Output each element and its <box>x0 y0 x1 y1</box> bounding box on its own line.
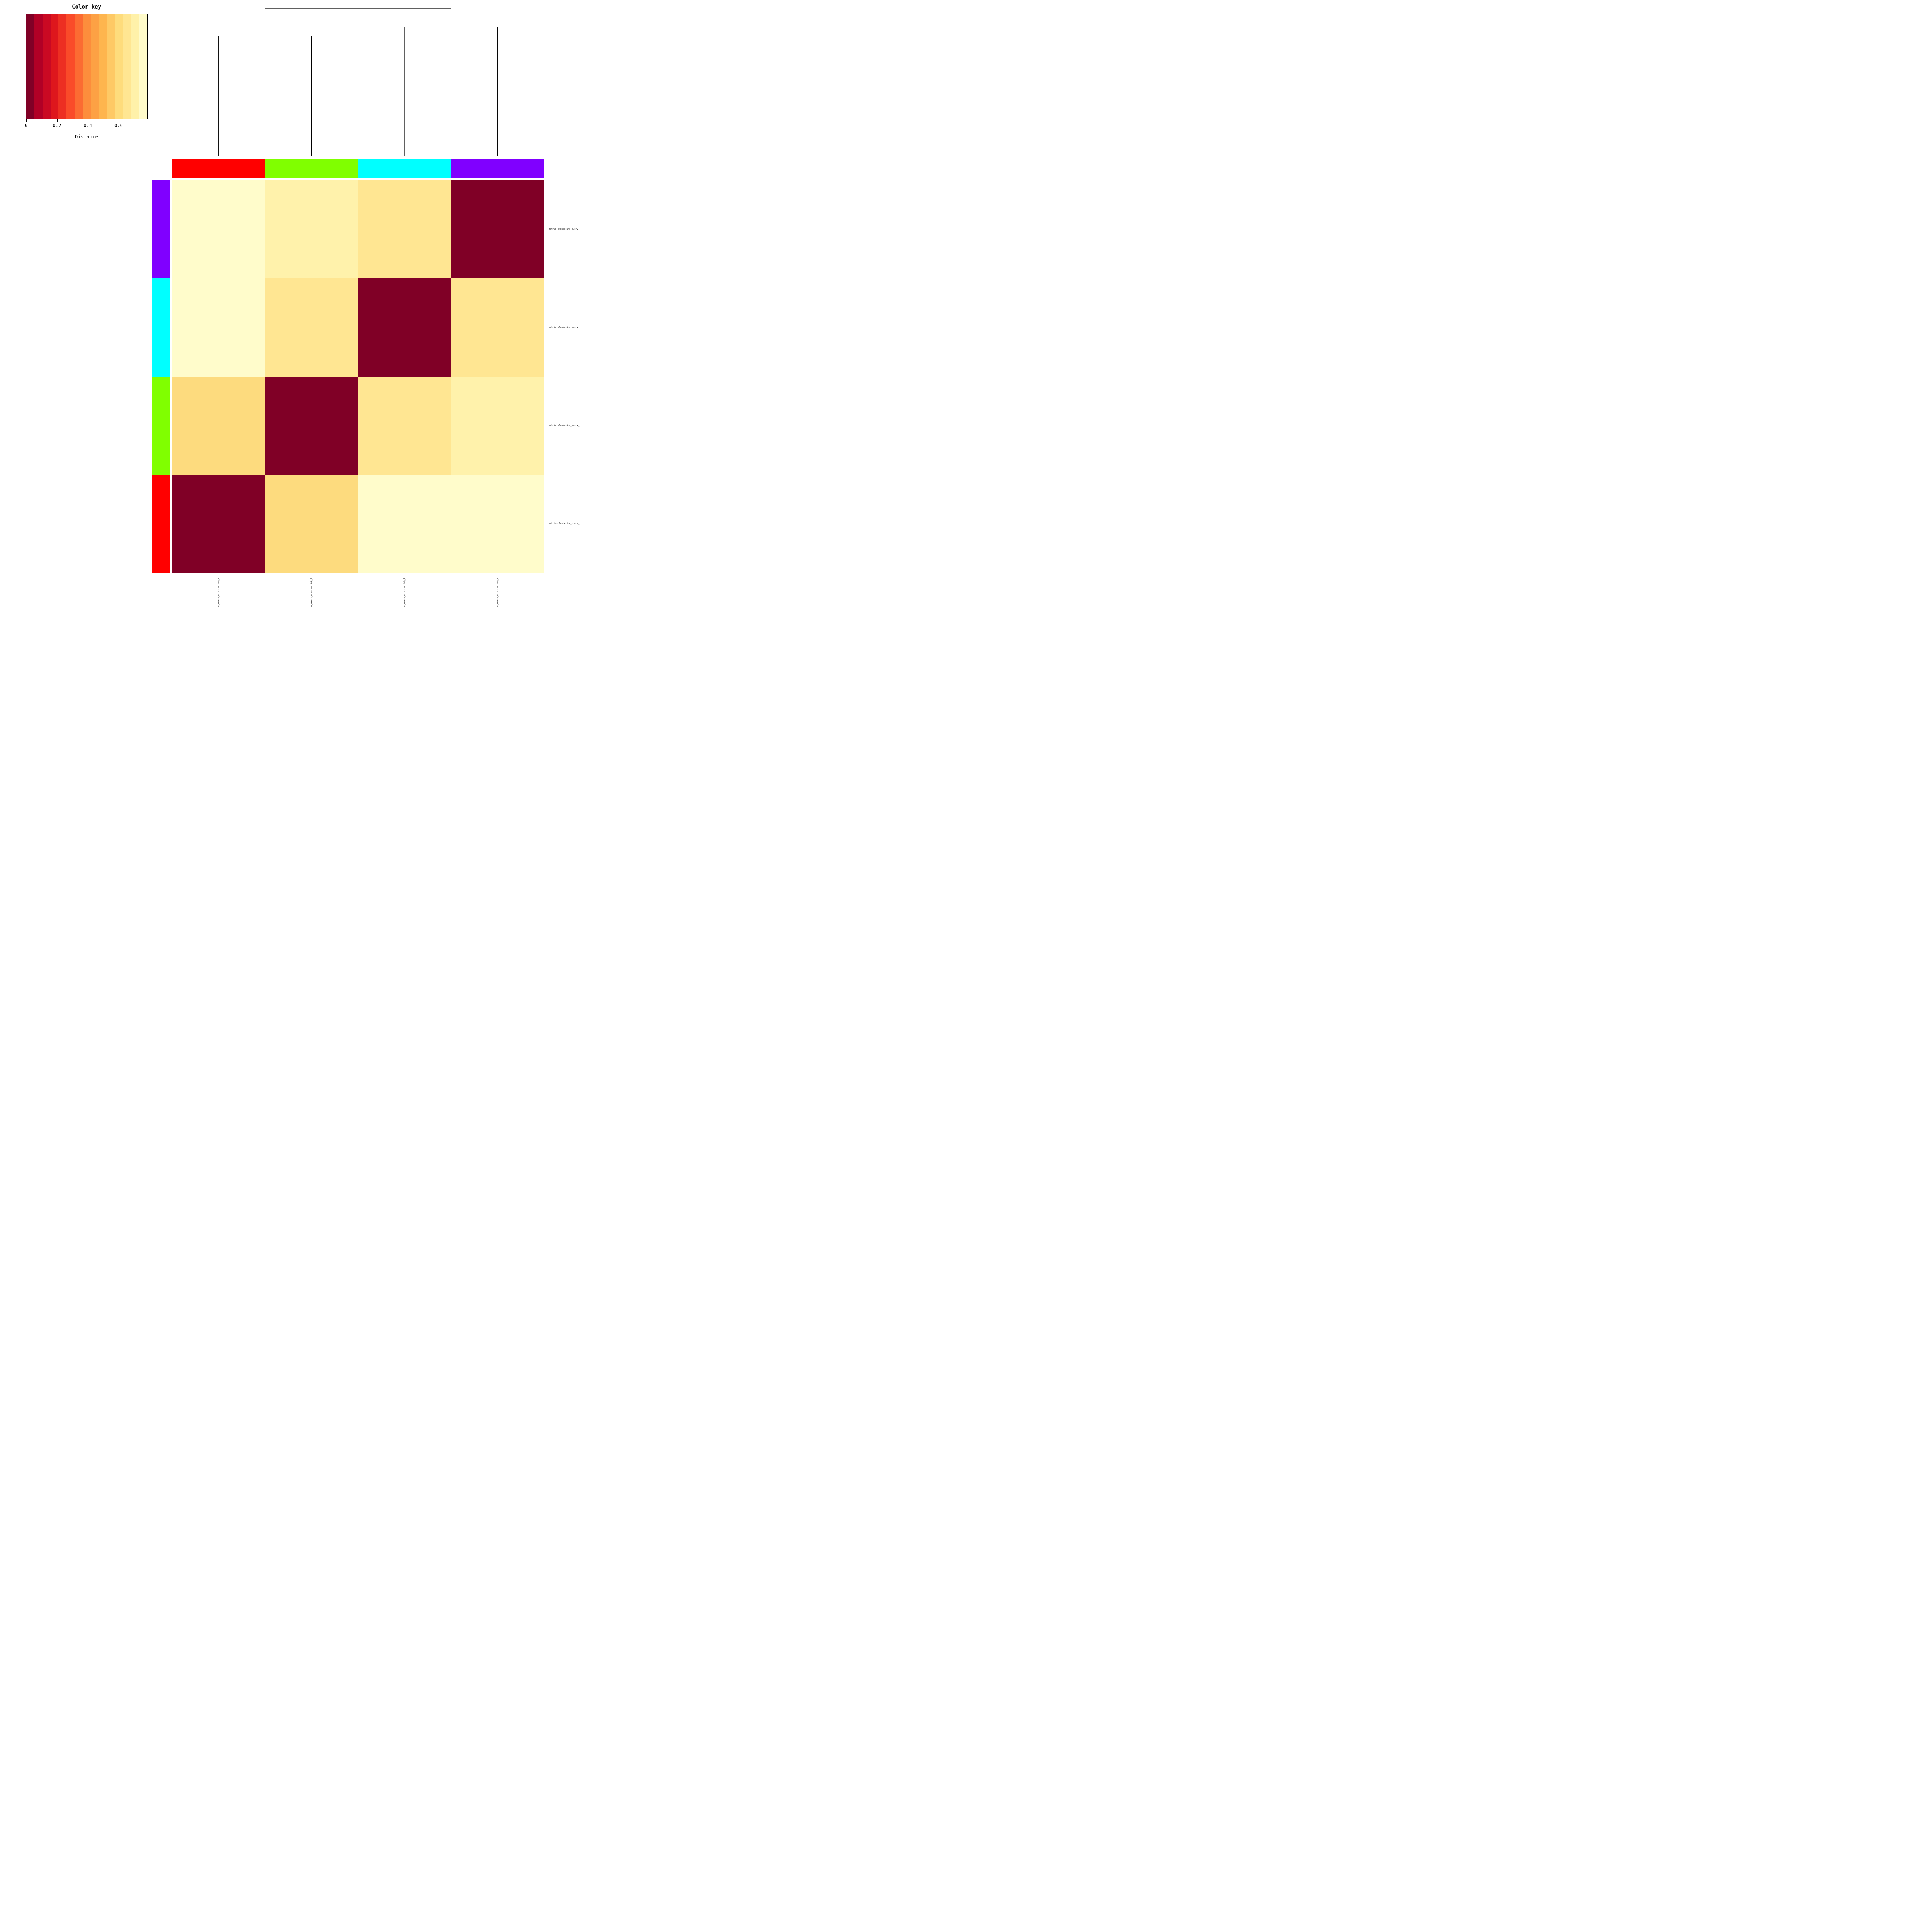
color-key-band <box>139 14 147 119</box>
column-cluster-color <box>358 159 451 178</box>
color-key-band <box>42 14 51 119</box>
color-key-band <box>66 14 75 119</box>
row-cluster-color <box>152 180 170 279</box>
heatmap-cell <box>265 474 358 573</box>
row-side-color-bar <box>152 180 170 573</box>
column-side-color-bar <box>172 159 544 178</box>
color-key-tick-mark <box>26 119 27 122</box>
color-key-tick-label: 0 <box>24 123 28 128</box>
row-label: matrix-clustering_query_ <box>549 522 580 525</box>
heatmap-cell <box>451 376 544 475</box>
heatmap-cell <box>172 376 265 475</box>
dendrogram-branch <box>404 27 498 156</box>
color-key-band <box>107 14 115 119</box>
heatmap-cell <box>265 376 358 475</box>
column-cluster-color <box>265 159 358 178</box>
color-key-band <box>115 14 123 119</box>
heatmap-cell <box>265 180 358 279</box>
column-dendrogram <box>218 8 498 156</box>
column-cluster-color <box>172 159 265 178</box>
heatmap-cell <box>358 474 451 573</box>
row-cluster-color <box>152 376 170 475</box>
row-cluster-color <box>152 474 170 573</box>
color-key-band <box>123 14 131 119</box>
row-label: matrix-clustering_query_ <box>549 326 580 329</box>
color-key-band <box>131 14 139 119</box>
heatmap-cell <box>172 180 265 279</box>
heatmap-cell <box>172 474 265 573</box>
color-key-tick-label: 0.4 <box>83 123 92 128</box>
column-label: ng_query_matrices.tab_2 <box>403 578 406 608</box>
color-key-gradient <box>26 14 148 119</box>
color-key-band <box>50 14 59 119</box>
dendrogram-branch <box>265 8 451 36</box>
color-key-title: Color key <box>72 4 101 10</box>
color-key-band <box>58 14 67 119</box>
heatmap-cell <box>265 278 358 377</box>
color-key-band <box>83 14 91 119</box>
heatmap-cell <box>451 278 544 377</box>
color-key-tick-label: 0.2 <box>53 123 61 128</box>
color-key-band <box>75 14 83 119</box>
row-cluster-color <box>152 278 170 377</box>
color-key-axis-label: Distance <box>75 134 99 139</box>
heatmap-cell <box>358 278 451 377</box>
column-cluster-color <box>451 159 544 178</box>
color-key-tick-label: 0.6 <box>114 123 123 128</box>
heatmap-cell <box>358 376 451 475</box>
heatmap-figure: Color key 0 0.2 0.4 0.6 Distance matrix-clu… <box>0 0 580 609</box>
heatmap-cell <box>358 180 451 279</box>
dendrogram-branch <box>218 36 312 156</box>
color-key-band <box>90 14 99 119</box>
color-key-band <box>26 14 34 119</box>
heatmap-cell <box>451 180 544 279</box>
heatmap-cell <box>172 278 265 377</box>
row-label: matrix-clustering_query_ <box>549 228 580 230</box>
row-label: matrix-clustering_query_ <box>549 424 580 427</box>
column-label: ng_query_matrices.tab_4 <box>496 578 499 608</box>
heatmap-matrix <box>172 180 544 573</box>
column-label: ng_query_matrices.tab_1 <box>217 578 220 608</box>
color-key-band <box>99 14 107 119</box>
heatmap-cell <box>451 474 544 573</box>
color-key-band <box>34 14 43 119</box>
column-label: ng_query_matrices.tab_3 <box>310 578 313 608</box>
